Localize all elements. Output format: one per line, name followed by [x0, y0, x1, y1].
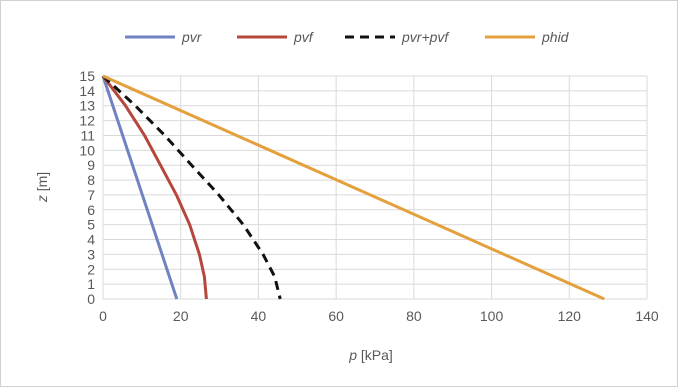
x-tick-label-0: 0: [99, 308, 107, 324]
y-tick-label-8: 8: [87, 172, 95, 188]
legend: pvr pvf pvr+pvf phid: [125, 29, 570, 45]
x-tick-label-3: 60: [328, 308, 344, 324]
x-tick-label-6: 120: [558, 308, 582, 324]
x-axis-ticks: 0 20 40 60 80 100 120 140: [99, 308, 659, 324]
y-tick-label-9: 9: [87, 157, 95, 173]
y-tick-label-5: 5: [87, 217, 95, 233]
y-tick-label-12: 12: [79, 113, 95, 129]
y-tick-label-4: 4: [87, 232, 95, 248]
y-tick-label-14: 14: [79, 83, 95, 99]
legend-label-1: pvf: [293, 29, 315, 45]
y-tick-label-2: 2: [87, 261, 95, 277]
y-tick-label-13: 13: [79, 98, 95, 114]
y-tick-label-11: 11: [80, 127, 95, 143]
y-tick-label-0: 0: [87, 291, 95, 307]
y-tick-label-6: 6: [87, 202, 95, 218]
series-line-pvr-pvf: [101, 74, 282, 300]
x-tick-label-4: 80: [406, 308, 422, 324]
series-line-pvr: [101, 75, 179, 300]
y-tick-label-3: 3: [87, 246, 95, 262]
series-lines: [101, 74, 605, 301]
series-line-phid: [102, 74, 605, 301]
y-axis-variable: z: [34, 195, 50, 203]
x-axis-title: p [kPa]: [348, 347, 393, 363]
y-axis-title: z [m]: [34, 172, 50, 203]
y-tick-label-7: 7: [87, 187, 95, 203]
legend-label-3: phid: [541, 29, 570, 45]
y-tick-label-15: 15: [79, 68, 95, 84]
series-line-pvf: [101, 75, 208, 300]
x-tick-label-2: 40: [251, 308, 267, 324]
x-tick-label-1: 20: [173, 308, 189, 324]
y-tick-label-10: 10: [79, 142, 95, 158]
gridlines: [102, 75, 648, 300]
legend-label-2: pvr+pvf: [401, 29, 450, 45]
legend-label-0: pvr: [181, 29, 203, 45]
y-axis-unit: [m]: [34, 172, 50, 195]
x-axis-unit: [kPa]: [357, 347, 393, 363]
x-tick-label-7: 140: [635, 308, 659, 324]
x-axis-variable: p: [348, 347, 357, 363]
x-tick-label-5: 100: [480, 308, 504, 324]
y-tick-label-1: 1: [87, 276, 95, 292]
